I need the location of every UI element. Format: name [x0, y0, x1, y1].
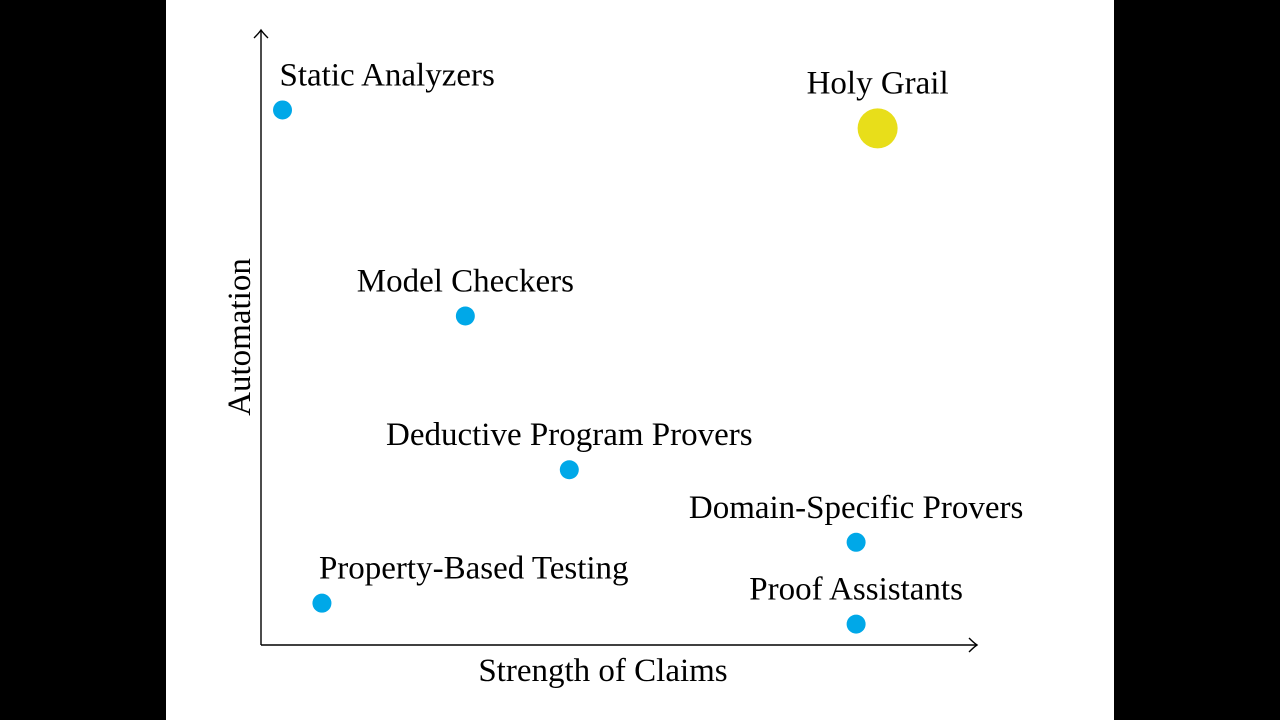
data-label: Deductive Program Provers [386, 417, 753, 453]
data-point [846, 614, 866, 634]
slide: Strength of Claims Automation Static Ana… [166, 0, 1114, 720]
data-label: Proof Assistants [749, 572, 963, 608]
data-point [559, 460, 579, 480]
x-axis [261, 637, 979, 653]
data-point [857, 108, 898, 149]
y-axis-arrow-icon [253, 28, 269, 39]
data-point [312, 593, 332, 613]
data-point [455, 306, 475, 326]
data-point [846, 532, 866, 552]
y-axis-label: Automation [222, 258, 258, 416]
data-label: Model Checkers [357, 263, 574, 299]
data-label: Holy Grail [807, 65, 949, 101]
scatter-chart: Strength of Claims Automation Static Ana… [222, 28, 1024, 689]
data-label: Property-Based Testing [319, 551, 629, 587]
data-label: Static Analyzers [280, 57, 495, 93]
y-axis [253, 28, 269, 645]
x-axis-arrow-icon [968, 637, 979, 653]
x-axis-label: Strength of Claims [478, 653, 727, 689]
data-label: Domain-Specific Provers [689, 490, 1024, 526]
data-point [273, 100, 293, 120]
